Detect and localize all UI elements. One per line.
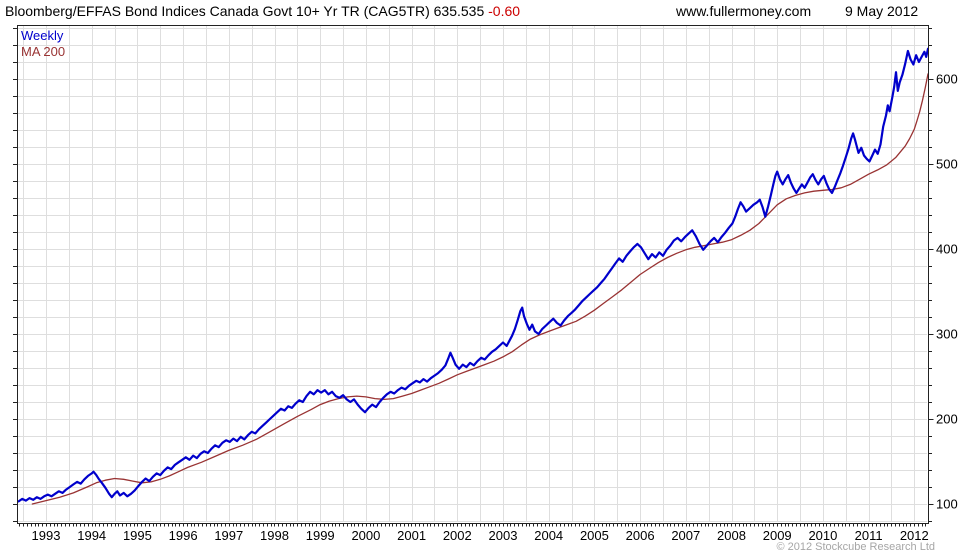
y-axis-label: 600 <box>936 72 958 87</box>
x-axis-label: 2008 <box>717 528 746 543</box>
site-link[interactable]: www.fullermoney.com <box>676 3 812 19</box>
ma200-line <box>31 73 928 505</box>
x-axis-label: 1995 <box>123 528 152 543</box>
x-axis-label: 2001 <box>397 528 426 543</box>
legend-ma-label: MA 200 <box>21 44 66 59</box>
x-axis-label: 2010 <box>808 528 837 543</box>
series-lines <box>17 47 928 505</box>
y-axis-label: 100 <box>936 497 958 512</box>
change-value: -0.60 <box>488 3 521 19</box>
x-axis-label: 1993 <box>32 528 61 543</box>
y-axis-label: 200 <box>936 412 958 427</box>
x-axis-label: 2009 <box>763 528 792 543</box>
x-axis-label: 1997 <box>214 528 243 543</box>
x-axis-label: 2004 <box>534 528 563 543</box>
x-axis-label: 2011 <box>855 528 883 543</box>
plot-border <box>17 25 929 524</box>
axis-labels: 100 200 300 400 500 600 1993 1994 1995 1996 1997 19… <box>32 72 958 544</box>
y-axis-label: 400 <box>936 242 958 257</box>
x-axis-label: 1996 <box>169 528 198 543</box>
last-price: 635.535 <box>433 3 485 19</box>
x-axis-label: 1998 <box>260 528 289 543</box>
x-axis-label: 2007 <box>671 528 700 543</box>
x-axis-label: 2003 <box>489 528 518 543</box>
date-label: 9 May 2012 <box>845 3 919 19</box>
chart-header: Bloomberg/EFFAS Bond Indices Canada Govt… <box>5 3 520 19</box>
price-line <box>17 47 928 503</box>
gridlines <box>18 26 927 522</box>
copyright-notice: © 2012 Stockcube Research Ltd <box>776 541 935 553</box>
chart-title: Bloomberg/EFFAS Bond Indices Canada Govt… <box>5 3 430 19</box>
axis-ticks <box>13 28 934 527</box>
legend-timeframe-label: Weekly <box>21 28 64 43</box>
x-axis-label: 2000 <box>351 528 380 543</box>
y-axis-label: 300 <box>936 327 958 342</box>
y-axis-label: 500 <box>936 157 958 172</box>
x-axis-label: 2005 <box>580 528 609 543</box>
x-axis-label: 1994 <box>77 528 106 543</box>
x-axis-label: 2006 <box>626 528 655 543</box>
x-axis-label: 2012 <box>900 528 929 543</box>
x-axis-label: 1999 <box>306 528 335 543</box>
x-axis-label: 2002 <box>443 528 472 543</box>
